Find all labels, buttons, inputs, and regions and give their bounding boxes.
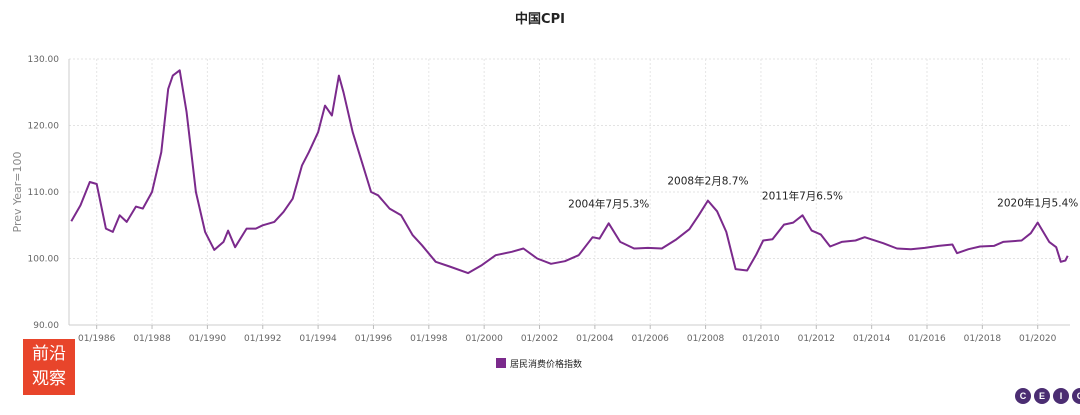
y-axis: 90.00 100.00 110.00 120.00 130.00	[28, 55, 60, 331]
annotation-label: 2011年7月6.5%	[762, 189, 843, 202]
grid	[68, 58, 1070, 329]
x-tick-label: 01/1992	[244, 334, 281, 344]
watermark-line2: 观察	[32, 369, 66, 389]
x-tick-label: 01/2004	[576, 334, 614, 344]
x-tick-label: 01/1996	[355, 334, 393, 344]
x-tick-label: 01/2000	[465, 334, 503, 344]
series-line-cpi	[70, 69, 1069, 275]
legend[interactable]: 居民消费价格指数	[496, 358, 582, 370]
x-tick-label: 01/2016	[908, 334, 946, 344]
x-tick-label: 01/2010	[742, 334, 780, 344]
y-tick-label: 110.00	[28, 188, 60, 198]
x-tick-label: 01/2018	[964, 334, 1002, 344]
ceic-logo: C E I C	[1015, 388, 1080, 404]
logo-letter: C	[1072, 388, 1080, 404]
x-tick-label: 01/2002	[521, 334, 558, 344]
x-tick-label: 01/1994	[299, 334, 337, 344]
y-axis-label: Prev Year=100	[11, 152, 24, 233]
y-tick-label: 120.00	[28, 122, 60, 132]
logo-letter: C	[1015, 388, 1031, 404]
annotation-label: 2020年1月5.4%	[997, 197, 1078, 210]
x-tick-label: 01/2008	[687, 334, 725, 344]
chart-title: 中国CPI	[515, 11, 565, 27]
x-axis: 01/1986 01/1988 01/1990 01/1992 01/1994 01/19…	[78, 334, 1057, 344]
x-tick-label: 01/2014	[853, 334, 891, 344]
legend-swatch	[496, 358, 506, 368]
x-tick-label: 01/1998	[410, 334, 448, 344]
x-tick-label: 01/1986	[78, 334, 116, 344]
x-tick-label: 01/1990	[189, 334, 227, 344]
x-tick-label: 01/2020	[1019, 334, 1057, 344]
watermark-line1: 前沿	[32, 344, 66, 364]
annotation-label: 2004年7月5.3%	[568, 197, 649, 210]
x-tick-label: 01/2012	[798, 334, 835, 344]
watermark-logo: 前沿 观察	[23, 339, 75, 395]
y-tick-label: 130.00	[28, 55, 60, 65]
logo-letter: I	[1053, 388, 1069, 404]
x-tick-label: 01/2006	[632, 334, 670, 344]
annotations: 2004年7月5.3% 2008年2月8.7% 2011年7月6.5% 2020年1月…	[568, 175, 1078, 211]
logo-letter: E	[1034, 388, 1050, 404]
y-tick-label: 100.00	[28, 255, 60, 265]
annotation-label: 2008年2月8.7%	[667, 175, 748, 188]
x-tick-label: 01/1988	[133, 334, 171, 344]
y-tick-label: 90.00	[33, 321, 59, 331]
legend-label: 居民消费价格指数	[510, 358, 582, 370]
